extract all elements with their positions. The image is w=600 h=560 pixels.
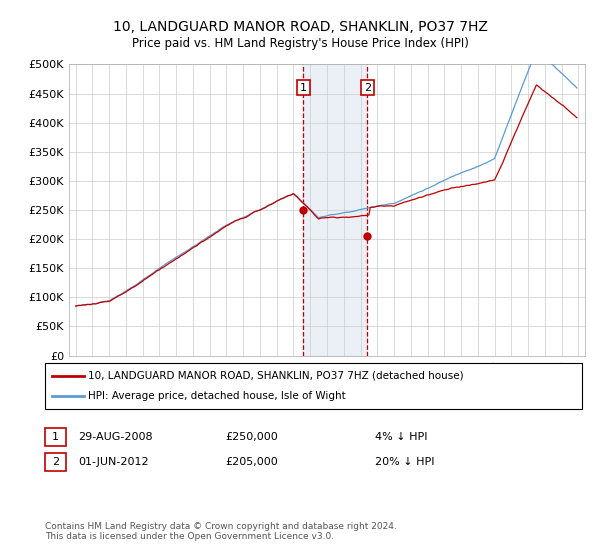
Text: £250,000: £250,000 [225,432,278,442]
Text: 01-JUN-2012: 01-JUN-2012 [78,457,149,467]
Text: 1: 1 [52,432,59,442]
Text: 29-AUG-2008: 29-AUG-2008 [78,432,152,442]
Text: £205,000: £205,000 [225,457,278,467]
Text: 4% ↓ HPI: 4% ↓ HPI [375,432,427,442]
Text: HPI: Average price, detached house, Isle of Wight: HPI: Average price, detached house, Isle… [88,391,346,401]
Text: 10, LANDGUARD MANOR ROAD, SHANKLIN, PO37 7HZ: 10, LANDGUARD MANOR ROAD, SHANKLIN, PO37… [113,20,487,34]
Text: 1: 1 [300,83,307,93]
Text: Price paid vs. HM Land Registry's House Price Index (HPI): Price paid vs. HM Land Registry's House … [131,37,469,50]
Text: 2: 2 [364,83,371,93]
Text: 2: 2 [52,457,59,467]
Text: 20% ↓ HPI: 20% ↓ HPI [375,457,434,467]
Text: Contains HM Land Registry data © Crown copyright and database right 2024.
This d: Contains HM Land Registry data © Crown c… [45,522,397,542]
Text: 10, LANDGUARD MANOR ROAD, SHANKLIN, PO37 7HZ (detached house): 10, LANDGUARD MANOR ROAD, SHANKLIN, PO37… [88,371,464,381]
